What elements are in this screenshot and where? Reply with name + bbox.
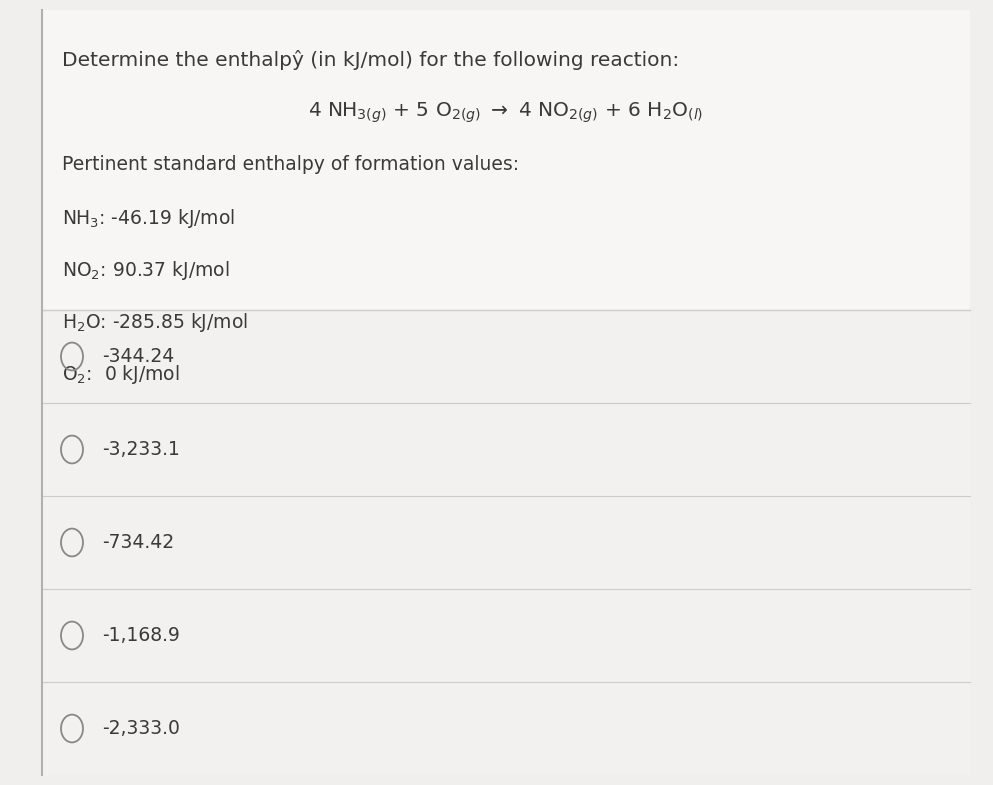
- Text: 4 NH$_{3(g)}$ + 5 O$_{2(g)}$ $\rightarrow$ 4 NO$_{2(g)}$ + 6 H$_2$O$_{(l)}$: 4 NH$_{3(g)}$ + 5 O$_{2(g)}$ $\rightarro…: [309, 100, 704, 125]
- Text: -3,233.1: -3,233.1: [102, 440, 180, 459]
- Text: -734.42: -734.42: [102, 533, 174, 552]
- Text: -344.24: -344.24: [102, 347, 174, 366]
- Text: NH$_3$: -46.19 kJ/mol: NH$_3$: -46.19 kJ/mol: [62, 207, 235, 230]
- Bar: [42, 310, 970, 775]
- Text: -2,333.0: -2,333.0: [102, 719, 180, 738]
- Text: O$_2$:  0 kJ/mol: O$_2$: 0 kJ/mol: [62, 363, 180, 386]
- Text: NO$_2$: 90.37 kJ/mol: NO$_2$: 90.37 kJ/mol: [62, 259, 229, 282]
- Text: -1,168.9: -1,168.9: [102, 626, 180, 645]
- Text: Determine the enthalpŷ (in kJ/mol) for the following reaction:: Determine the enthalpŷ (in kJ/mol) for t…: [62, 50, 679, 70]
- Text: H$_2$O: -285.85 kJ/mol: H$_2$O: -285.85 kJ/mol: [62, 311, 248, 334]
- Text: Pertinent standard enthalpy of formation values:: Pertinent standard enthalpy of formation…: [62, 155, 519, 174]
